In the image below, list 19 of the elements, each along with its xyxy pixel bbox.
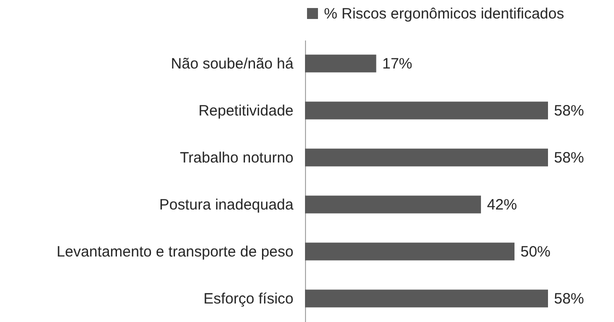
bar bbox=[305, 196, 481, 214]
data-label: 17% bbox=[382, 56, 412, 72]
legend-label: % Riscos ergonômicos identificados bbox=[324, 6, 564, 22]
data-label: 42% bbox=[486, 196, 517, 214]
bar bbox=[305, 242, 514, 260]
y-tick-label: Não soube/não há bbox=[170, 56, 294, 72]
y-tick-label: Levantamento e transporte de peso bbox=[56, 244, 294, 260]
bar bbox=[305, 54, 376, 72]
y-tick-label: Postura inadequada bbox=[159, 196, 294, 214]
y-tick-label: Repetitividade bbox=[198, 102, 294, 120]
data-label: 58% bbox=[554, 290, 584, 308]
y-tick-label: Esforço físico bbox=[203, 290, 294, 308]
bar bbox=[305, 102, 548, 120]
data-label: 58% bbox=[554, 102, 584, 120]
data-label: 58% bbox=[554, 150, 584, 166]
y-tick-label: Trabalho noturno bbox=[180, 150, 294, 166]
data-label: 50% bbox=[520, 244, 551, 260]
bar bbox=[305, 290, 548, 308]
bar bbox=[305, 148, 548, 166]
